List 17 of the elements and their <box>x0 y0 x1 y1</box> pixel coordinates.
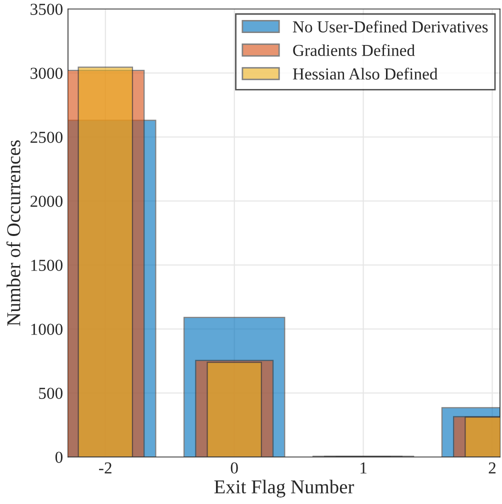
y-tick-label: 0 <box>55 452 63 463</box>
y-tick-label: 3000 <box>30 68 63 79</box>
y-tick-label: 500 <box>39 388 63 399</box>
y-tick-label: 2500 <box>30 132 63 143</box>
y-tick-label: 3500 <box>30 4 63 15</box>
x-tick-label: 0 <box>230 462 238 474</box>
x-tick-label: 2 <box>488 462 496 474</box>
y-axis-title: Number of Occurrences <box>6 140 20 326</box>
x-axis-title: Exit Flag Number <box>214 480 354 498</box>
y-tick-label: 1000 <box>31 324 63 335</box>
x-tick-label: -2 <box>99 462 112 474</box>
y-tick-label: 2000 <box>30 196 63 207</box>
x-tick-label: 1 <box>360 462 366 474</box>
y-tick-label: 1500 <box>31 260 63 271</box>
legend-label: Gradients Defined <box>293 44 415 56</box>
legend-label: No User-Defined Derivatives <box>292 20 488 32</box>
legend-label: Hessian Also Defined <box>292 68 438 80</box>
